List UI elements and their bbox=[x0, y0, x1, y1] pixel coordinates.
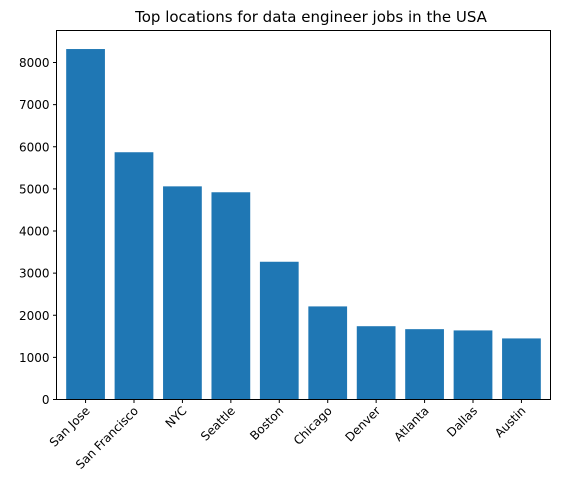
y-tick-label: 3000 bbox=[19, 267, 50, 281]
bar-san-jose bbox=[66, 49, 105, 400]
x-tick-label: Boston bbox=[247, 404, 286, 443]
y-axis-ticks: 0 1000 2000 3000 4000 5000 6000 7000 8000 bbox=[19, 56, 57, 407]
x-tick-label: Denver bbox=[342, 404, 383, 445]
y-tick-label: 1000 bbox=[19, 351, 50, 365]
x-tick-label: NYC bbox=[163, 404, 190, 431]
bar-san-francisco bbox=[114, 152, 154, 400]
x-tick-label: Dallas bbox=[444, 404, 480, 440]
bar-austin bbox=[502, 338, 541, 400]
bar-denver bbox=[356, 326, 396, 400]
x-tick-label: San Jose bbox=[47, 404, 93, 450]
bars bbox=[66, 49, 541, 400]
x-tick-label: Chicago bbox=[291, 404, 335, 448]
y-tick-label: 2000 bbox=[19, 309, 50, 323]
chart-title: Top locations for data engineer jobs in … bbox=[134, 8, 488, 26]
y-tick-label: 6000 bbox=[19, 140, 50, 154]
bar-nyc bbox=[163, 186, 202, 400]
x-tick-label: Atlanta bbox=[391, 404, 431, 444]
x-tick-label: Seattle bbox=[198, 404, 238, 444]
y-tick-label: 7000 bbox=[19, 98, 50, 112]
bar-boston bbox=[259, 261, 299, 400]
bar-seattle bbox=[211, 192, 251, 400]
bar-dallas bbox=[453, 330, 493, 400]
y-tick-label: 0 bbox=[42, 393, 50, 407]
x-tick-label: Austin bbox=[492, 404, 529, 441]
y-tick-label: 8000 bbox=[19, 56, 50, 70]
bar-chicago bbox=[308, 306, 348, 400]
plot-area-frame bbox=[56, 30, 551, 400]
y-tick-label: 4000 bbox=[19, 225, 50, 239]
y-tick-label: 5000 bbox=[19, 182, 50, 196]
bar-atlanta bbox=[405, 329, 444, 400]
